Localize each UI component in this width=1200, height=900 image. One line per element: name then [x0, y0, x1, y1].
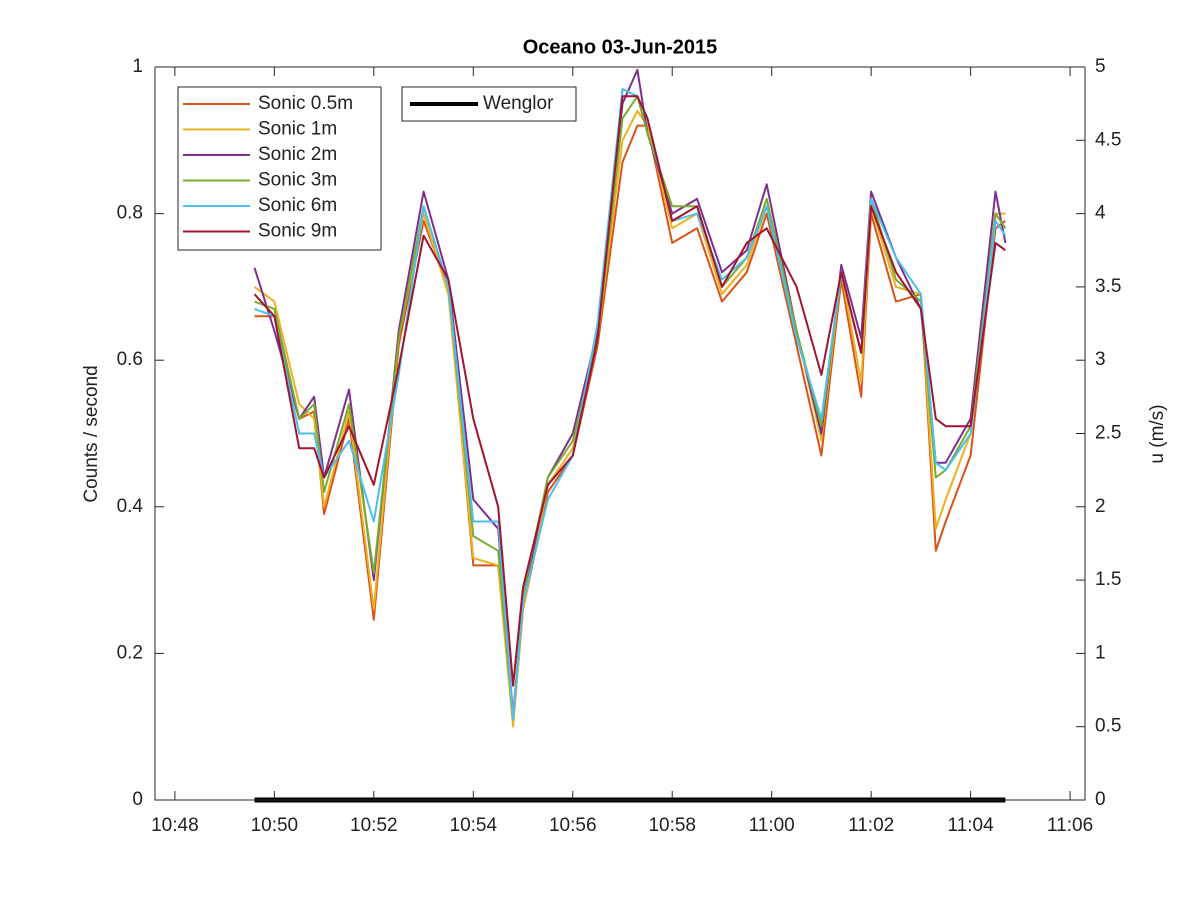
- y2-axis-label: u (m/s): [1147, 404, 1168, 463]
- x-tick-label: 10:48: [151, 815, 199, 836]
- y2-tick-label: 5: [1095, 56, 1106, 77]
- x-tick-label: 10:54: [450, 815, 498, 836]
- y-tick-label: 0.4: [117, 496, 144, 517]
- x-tick-label: 10:52: [350, 815, 398, 836]
- x-tick-label: 10:56: [549, 815, 597, 836]
- y2-tick-label: 3: [1095, 349, 1106, 370]
- y2-tick-label: 2.5: [1095, 423, 1121, 444]
- x-tick-label: 11:00: [749, 815, 795, 836]
- legend-label: Sonic 3m: [258, 170, 337, 191]
- series-line: [253, 95, 1006, 687]
- x-tick-label: 11:04: [948, 815, 995, 836]
- legend-label: Sonic 9m: [258, 221, 337, 242]
- axes-box: [154, 66, 1086, 801]
- x-tick-label: 10:58: [648, 815, 696, 836]
- y-tick-label: 0.2: [117, 642, 143, 663]
- x-tick-label: 10:50: [251, 815, 299, 836]
- y2-tick-label: 2: [1095, 496, 1106, 517]
- y2-tick-label: 0.5: [1095, 716, 1121, 737]
- legend-label: Wenglor: [483, 93, 554, 114]
- y-tick-label: 1: [132, 56, 143, 77]
- legend-label: Sonic 1m: [258, 119, 337, 140]
- y2-tick-label: 1: [1095, 642, 1106, 663]
- x-tick-label: 11:06: [1047, 815, 1093, 836]
- legend-box: [177, 86, 382, 251]
- series-line: [253, 110, 1006, 728]
- y-axis-label: Counts / second: [81, 365, 102, 502]
- y2-tick-label: 0: [1095, 789, 1106, 810]
- legend-label: Sonic 0.5m: [258, 93, 353, 114]
- y-tick-label: 0: [132, 789, 143, 810]
- y-tick-label: 0.6: [117, 349, 143, 370]
- legend-label: Sonic 6m: [258, 195, 337, 216]
- y2-tick-label: 1.5: [1095, 569, 1121, 590]
- chart-title: Oceano 03-Jun-2015: [523, 36, 718, 58]
- x-tick-label: 11:02: [848, 815, 894, 836]
- y2-tick-label: 4.5: [1095, 129, 1121, 150]
- y-tick-label: 0.8: [117, 203, 143, 224]
- y2-tick-label: 3.5: [1095, 276, 1121, 297]
- series-line: [254, 124, 1006, 725]
- y2-tick-label: 4: [1095, 203, 1106, 224]
- legend-label: Sonic 2m: [258, 144, 337, 165]
